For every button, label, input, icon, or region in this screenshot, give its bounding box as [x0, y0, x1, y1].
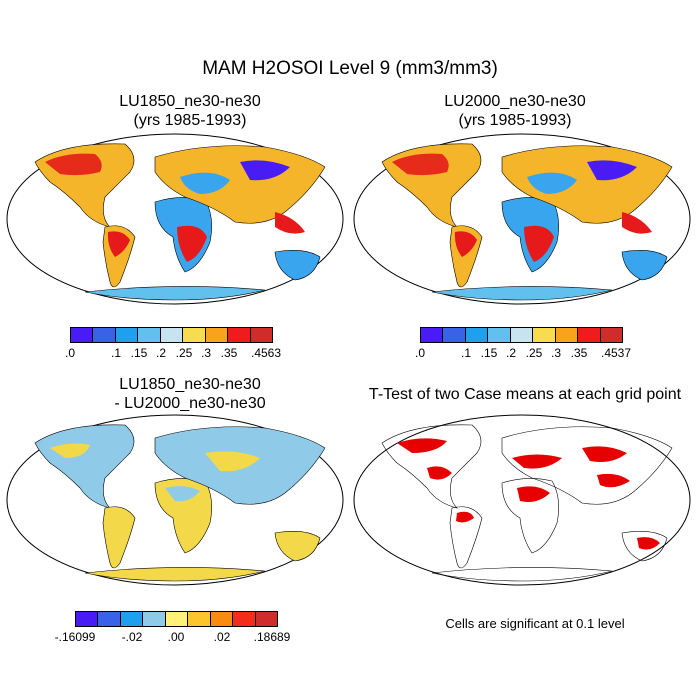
color-swatch	[76, 612, 99, 626]
colorbar-top-right	[420, 327, 623, 343]
panel-title-line1: T-Test of two Case means at each grid po…	[368, 386, 682, 403]
color-swatch	[421, 328, 444, 342]
color-swatch	[143, 612, 166, 626]
panel-title-line1: LU2000_ne30-ne30	[444, 93, 586, 110]
colorbar-tick: .3	[200, 346, 212, 360]
panel-title-line2: (yrs 1985-1993)	[458, 112, 572, 129]
color-swatch	[93, 328, 116, 342]
colorbar-tick: .1	[460, 346, 472, 360]
color-swatch	[228, 328, 251, 342]
map-bottom-left	[6, 414, 344, 586]
panel-title-line2: - LU2000_ne30-ne30	[114, 395, 266, 412]
panel-title-bottom-right: T-Test of two Case means at each grid po…	[350, 385, 700, 404]
colorbar-bottom-left	[75, 611, 278, 627]
color-swatch	[510, 328, 534, 342]
color-swatch	[120, 612, 144, 626]
land-masses	[34, 143, 326, 301]
color-swatch	[600, 328, 622, 342]
color-swatch	[160, 328, 184, 342]
significant-cells	[397, 438, 660, 550]
colorbar-tick: .4563	[250, 346, 282, 360]
colorbar-tick: .02	[213, 630, 231, 644]
panel-title-line1: LU1850_ne30-ne30	[119, 93, 261, 110]
color-swatch	[465, 328, 489, 342]
colorbar-tick: .2	[155, 346, 167, 360]
colorbar-tick: .0	[414, 346, 426, 360]
colorbar-tick: .1	[110, 346, 122, 360]
colorbar-top-left	[70, 327, 273, 343]
color-swatch	[165, 612, 189, 626]
map-bottom-right	[353, 414, 691, 586]
color-swatch	[183, 328, 206, 342]
land-masses	[34, 424, 326, 582]
color-swatch	[188, 612, 211, 626]
color-swatch	[98, 612, 121, 626]
colorbar-tick: .25	[175, 346, 193, 360]
color-swatch	[255, 612, 277, 626]
significance-note: Cells are significant at 0.1 level	[445, 616, 625, 631]
colorbar-tick: .15	[130, 346, 148, 360]
color-swatch	[533, 328, 556, 342]
colorbar-tick: .25	[525, 346, 543, 360]
panel-title-bottom-left: LU1850_ne30-ne30 - LU2000_ne30-ne30	[30, 375, 350, 413]
colorbar-tick: .4537	[600, 346, 632, 360]
colorbar-tick: .00	[167, 630, 185, 644]
color-swatch	[71, 328, 94, 342]
panel-title-line2: (yrs 1985-1993)	[133, 112, 247, 129]
map-top-left	[6, 133, 344, 305]
land-masses	[381, 143, 673, 301]
color-swatch	[205, 328, 229, 342]
color-swatch	[115, 328, 139, 342]
colorbar-tick: -.02	[121, 630, 143, 644]
colorbar-tick: .18689	[253, 630, 291, 644]
color-swatch	[250, 328, 272, 342]
colorbar-tick: -.16099	[54, 630, 96, 644]
color-swatch	[488, 328, 511, 342]
color-swatch	[443, 328, 466, 342]
colorbar-tick: .15	[480, 346, 498, 360]
panel-title-top-left: LU1850_ne30-ne30 (yrs 1985-1993)	[30, 92, 350, 130]
color-swatch	[210, 612, 234, 626]
color-swatch	[578, 328, 601, 342]
colorbar-tick: .3	[550, 346, 562, 360]
coastlines	[381, 424, 673, 582]
color-swatch	[555, 328, 579, 342]
color-swatch	[233, 612, 256, 626]
figure-title: MAM H2OSOI Level 9 (mm3/mm3)	[202, 58, 498, 79]
map-top-right	[353, 133, 691, 305]
color-swatch	[138, 328, 161, 342]
panel-title-line1: LU1850_ne30-ne30	[119, 376, 261, 393]
colorbar-tick: .35	[570, 346, 588, 360]
panel-title-top-right: LU2000_ne30-ne30 (yrs 1985-1993)	[355, 92, 675, 130]
colorbar-tick: .35	[220, 346, 238, 360]
colorbar-tick: .2	[505, 346, 517, 360]
colorbar-tick: .0	[64, 346, 76, 360]
